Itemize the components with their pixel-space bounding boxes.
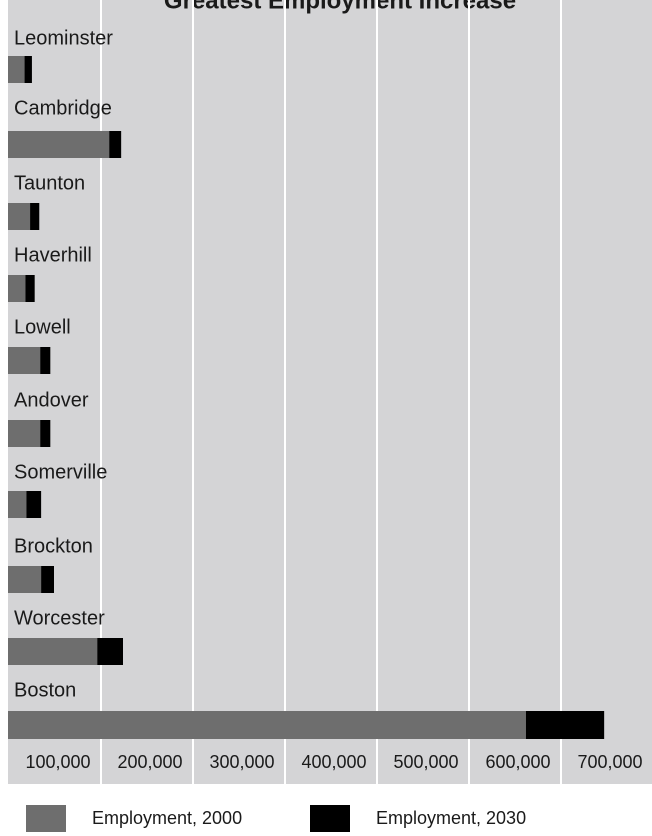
category-labels: Leominster Cambridge Taunton Haverhill Lowel… xyxy=(14,27,113,701)
category-label-somerville: Somerville xyxy=(14,461,107,483)
bar-cambridge-2000 xyxy=(8,131,110,158)
bar-haverhill-2030 xyxy=(25,275,35,302)
bar-haverhill-2000 xyxy=(8,275,26,302)
legend-label-2030: Employment, 2030 xyxy=(376,808,527,828)
x-tick-label-3: 400,000 xyxy=(301,752,366,772)
bar-andover-2000 xyxy=(8,420,41,447)
x-tick-label-5: 600,000 xyxy=(485,752,550,772)
legend-swatch-2030 xyxy=(310,805,350,832)
x-tick-labels: 100,000 200,000 300,000 400,000 500,000 600,0… xyxy=(25,752,642,772)
bar-brockton-2030 xyxy=(41,566,54,593)
x-tick-label-1: 200,000 xyxy=(117,752,182,772)
x-tick-label-0: 100,000 xyxy=(25,752,90,772)
legend: Employment, 2000 Employment, 2030 xyxy=(0,805,652,836)
bar-worcester-2030 xyxy=(97,638,123,665)
category-label-leominster: Leominster xyxy=(14,27,113,49)
x-tick-label-6: 700,000 xyxy=(577,752,642,772)
bar-worcester-2000 xyxy=(8,638,98,665)
bar-leominster-2000 xyxy=(8,56,25,83)
chart-title: Greatest Employment Increase xyxy=(164,0,516,14)
category-label-worcester: Worcester xyxy=(14,607,105,629)
bar-cambridge-2030 xyxy=(109,131,122,158)
category-label-haverhill: Haverhill xyxy=(14,244,92,266)
legend-item-2000: Employment, 2000 xyxy=(26,805,242,832)
bar-lowell-2030 xyxy=(40,347,51,374)
category-label-andover: Andover xyxy=(14,389,89,411)
bar-lowell-2000 xyxy=(8,347,41,374)
category-label-lowell: Lowell xyxy=(14,316,71,338)
bar-taunton-2030 xyxy=(30,203,40,230)
category-label-taunton: Taunton xyxy=(14,172,85,194)
bar-somerville-2000 xyxy=(8,491,27,518)
category-label-boston: Boston xyxy=(14,679,76,701)
legend-item-2030: Employment, 2030 xyxy=(310,805,526,832)
x-tick-label-4: 500,000 xyxy=(393,752,458,772)
gridlines xyxy=(100,0,562,784)
bar-brockton-2000 xyxy=(8,566,42,593)
legend-label-2000: Employment, 2000 xyxy=(92,808,243,828)
x-tick-label-2: 300,000 xyxy=(209,752,274,772)
legend-swatch-2000 xyxy=(26,805,66,832)
bar-boston-2000 xyxy=(8,711,526,739)
category-label-cambridge: Cambridge xyxy=(14,97,112,119)
bar-taunton-2000 xyxy=(8,203,31,230)
bar-leominster-2030 xyxy=(24,56,32,83)
bars xyxy=(8,56,605,739)
bar-boston-2030 xyxy=(525,711,605,739)
bar-somerville-2030 xyxy=(26,491,42,518)
bar-andover-2030 xyxy=(40,420,51,447)
category-label-brockton: Brockton xyxy=(14,535,93,557)
